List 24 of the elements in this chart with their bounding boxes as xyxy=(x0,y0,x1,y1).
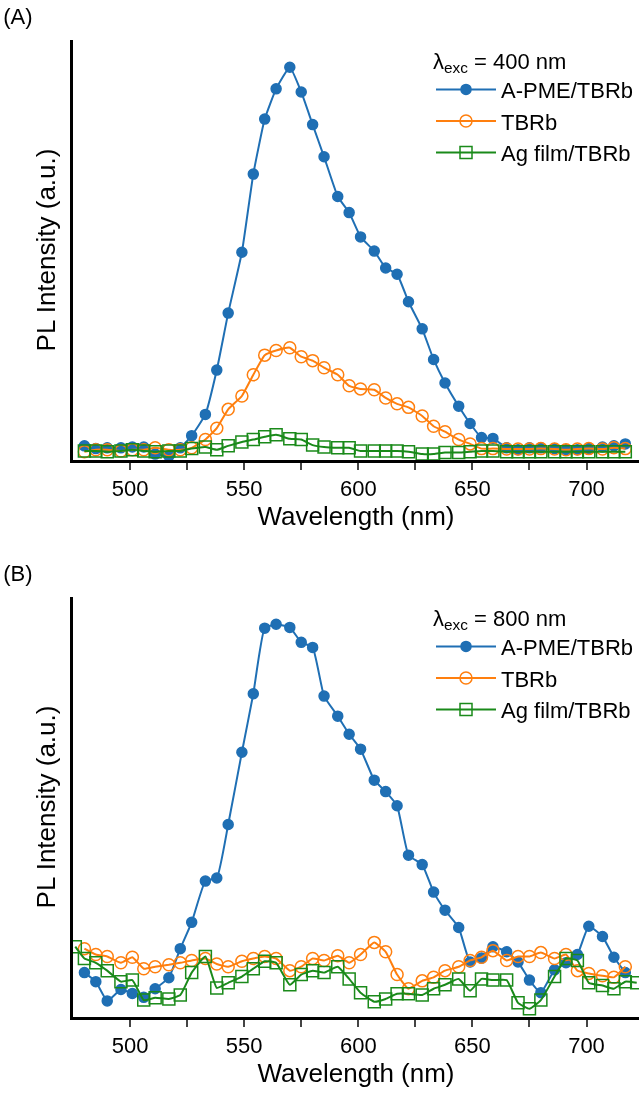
y-axis-title: PL Intensity (a.u.) xyxy=(30,705,61,909)
x-tick-label: 500 xyxy=(111,476,149,502)
x-tick-label: 700 xyxy=(568,1033,605,1059)
x-tick-label: 550 xyxy=(225,1033,263,1059)
x-tick-label: 650 xyxy=(454,1033,491,1059)
legend-label: Ag film/TBRb xyxy=(501,141,631,167)
legend-label: A-PME/TBRb xyxy=(501,634,634,660)
x-axis-title: Wavelength (nm) xyxy=(257,501,455,532)
x-tick-label: 500 xyxy=(111,1033,149,1059)
x-tick-label: 700 xyxy=(568,476,605,502)
x-tick-label: 600 xyxy=(339,1033,377,1059)
legend-label: TBRb xyxy=(501,109,558,135)
y-axis-title: PL Intensity (a.u.) xyxy=(30,148,61,352)
legend-label: TBRb xyxy=(501,666,558,692)
x-tick-label: 650 xyxy=(454,476,491,502)
chart-title: (A) xyxy=(3,3,33,29)
legend-title: λ$_{exc}$ = 400 nm xyxy=(433,48,567,77)
x-tick-label: 550 xyxy=(225,476,263,502)
legend-label: A-PME/TBRb xyxy=(501,77,634,103)
legend-title: λ$_{exc}$ = 800 nm xyxy=(433,605,567,634)
chart-title: (B) xyxy=(3,560,33,586)
x-tick-label: 600 xyxy=(339,476,377,502)
x-axis-title: Wavelength (nm) xyxy=(257,1058,455,1089)
legend-label: Ag film/TBRb xyxy=(501,698,631,724)
